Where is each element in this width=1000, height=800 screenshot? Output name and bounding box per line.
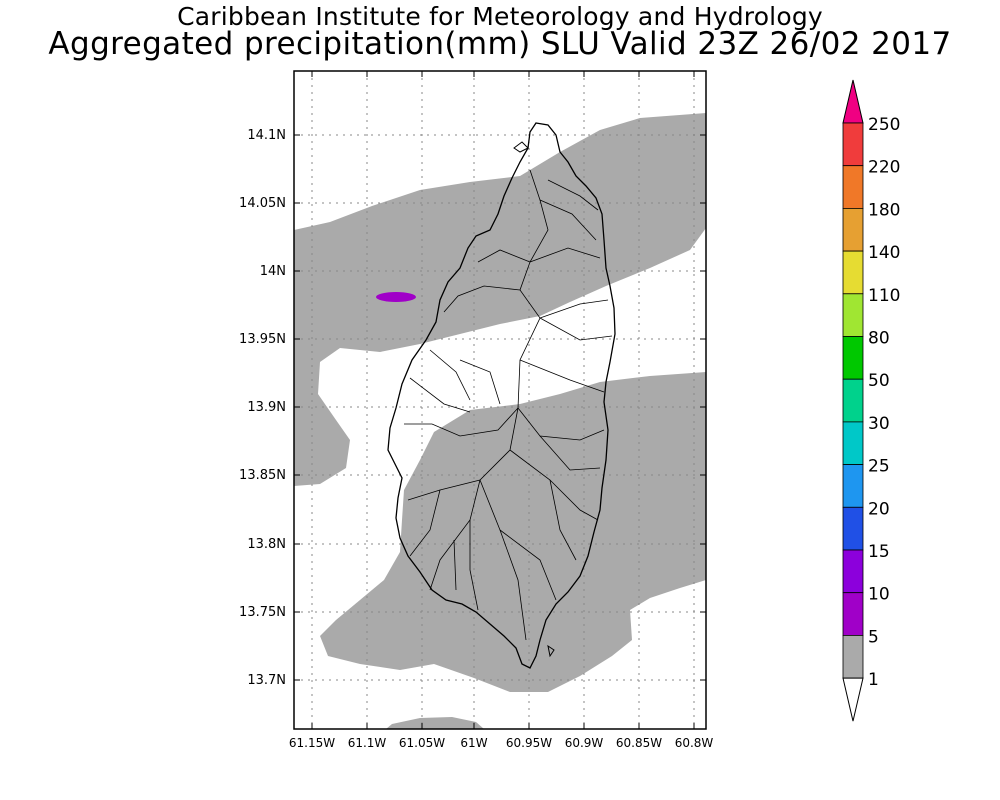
colorbar-segment (842, 592, 864, 636)
colorbar-label: 25 (868, 457, 890, 477)
colorbar-segment (842, 122, 864, 167)
precip-area-1 (294, 113, 706, 486)
colorbar-bottom-arrow (842, 677, 864, 722)
colorbar-label: 250 (868, 115, 900, 135)
colorbar-label: 80 (868, 329, 890, 349)
lon-tick-label: 61W (460, 736, 487, 750)
lat-tick-label: 14.1N (247, 128, 286, 143)
lon-tick-label: 61.05W (399, 736, 445, 750)
lat-tick-label: 13.7N (247, 673, 286, 688)
colorbar-segment (842, 421, 864, 465)
colorbar-label: 10 (868, 585, 890, 605)
colorbar-segment (842, 506, 864, 551)
lon-tick-label: 60.95W (506, 736, 552, 750)
colorbar-label: 110 (868, 286, 900, 306)
latitude-axis: 14.1N 14.05N 14N 13.95N 13.9N 13.85N 13.8N 13.7… (239, 128, 706, 688)
colorbar-label: 20 (868, 499, 890, 519)
lat-tick-label: 14N (260, 264, 286, 279)
colorbar-segment (842, 293, 864, 337)
colorbar-label: 180 (868, 200, 900, 220)
precip-area-3 (386, 717, 484, 729)
colorbar-label: 30 (868, 414, 890, 434)
lon-tick-label: 60.85W (616, 736, 662, 750)
lat-tick-label: 13.95N (239, 332, 286, 347)
lat-tick-label: 13.75N (239, 605, 286, 620)
map-gridlines (294, 71, 706, 729)
chart-title-line2: Aggregated precipitation(mm) SLU Valid 2… (48, 26, 952, 62)
colorbar-label: 5 (868, 627, 879, 647)
lon-tick-label: 61.1W (348, 736, 387, 750)
colorbar-segment (842, 207, 864, 252)
precip-max-cell-5-10mm (376, 292, 416, 302)
island-outline (387, 122, 616, 669)
river-network (404, 169, 613, 641)
colorbar-label: 1 (868, 670, 879, 690)
lat-tick-label: 13.8N (247, 537, 286, 552)
colorbar-label: 140 (868, 243, 900, 263)
colorbar-label: 50 (868, 371, 890, 391)
colorbar-segment (842, 250, 864, 295)
colorbar-label: 15 (868, 542, 890, 562)
lat-tick-label: 13.9N (247, 400, 286, 415)
lon-tick-label: 60.8W (675, 736, 714, 750)
chart-title-line1: Caribbean Institute for Meteorology and … (177, 2, 823, 31)
colorbar-segment (842, 549, 864, 594)
colorbar-top-arrow (842, 79, 864, 124)
colorbar-label: 220 (868, 158, 900, 178)
lat-tick-label: 13.85N (239, 468, 286, 483)
colorbar-segment (842, 336, 864, 380)
map-frame (293, 70, 707, 730)
lon-tick-label: 60.9W (565, 736, 604, 750)
precip-colorbar: 250 220 180 140 110 80 50 30 25 20 15 10 5 1 (842, 79, 900, 722)
colorbar-segment (842, 378, 864, 423)
longitude-axis: 61.15W 61.1W 61.05W 61W 60.95W 60.9W 60.85W 60.… (289, 71, 714, 750)
lat-tick-label: 14.05N (239, 196, 286, 211)
lon-tick-label: 61.15W (289, 736, 335, 750)
colorbar-segment (842, 165, 864, 209)
colorbar-segment (842, 635, 864, 679)
map-content (294, 71, 706, 729)
colorbar-segment (842, 464, 864, 508)
